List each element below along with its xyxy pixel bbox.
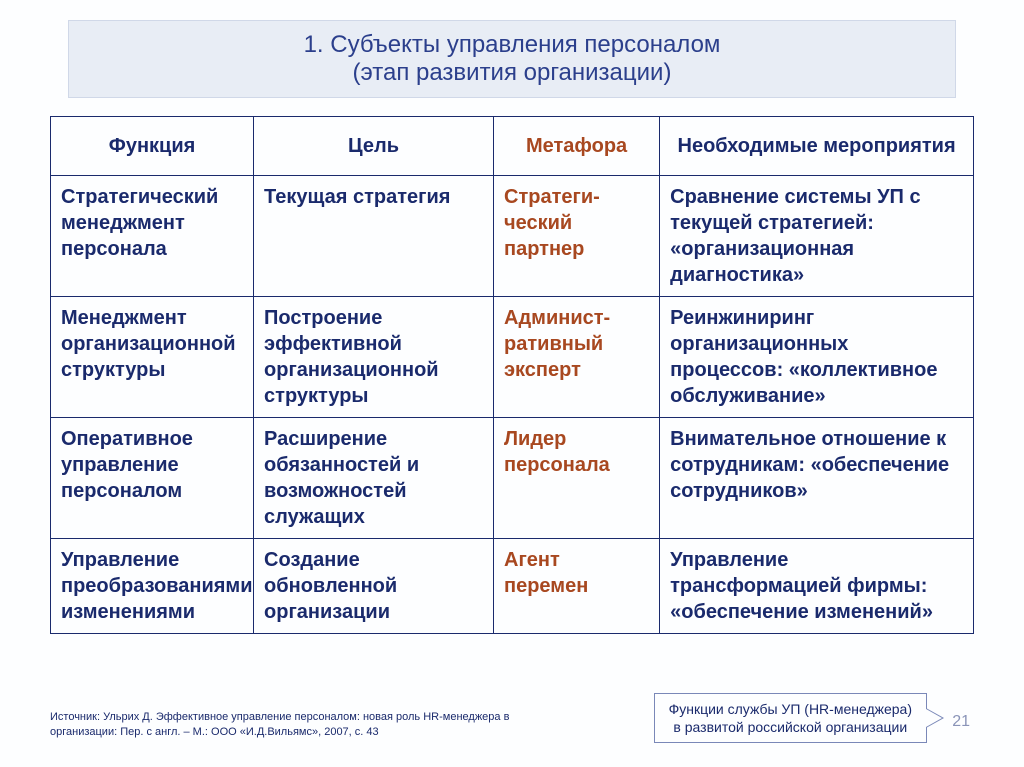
- page-number: 21: [952, 713, 970, 731]
- header-meta: Метафора: [494, 117, 660, 176]
- cell-func: Управление преобразованиями изменениями: [51, 539, 254, 634]
- callout-arrow: Функции службы УП (HR-менеджера) в разви…: [654, 693, 944, 743]
- table-row: Оперативное управление персоналом Расшир…: [51, 418, 974, 539]
- footer: Источник: Ульрих Д. Эффективное управлен…: [50, 710, 974, 739]
- title-line1: 1. Субъекты управления персоналом: [99, 31, 925, 59]
- source-citation: Источник: Ульрих Д. Эффективное управлен…: [50, 710, 530, 739]
- title-line2: (этап развития организации): [99, 59, 925, 87]
- table-row: Менеджмент организационной структуры Пос…: [51, 297, 974, 418]
- cell-meta: Агент перемен: [494, 539, 660, 634]
- cell-act: Внимательное отношение к сотрудникам: «о…: [660, 418, 974, 539]
- callout-line1: Функции службы УП (HR-менеджера): [669, 700, 912, 718]
- hr-table: Функция Цель Метафора Необходимые меропр…: [50, 116, 974, 634]
- table-row: Стратегический менеджмент персонала Теку…: [51, 176, 974, 297]
- cell-func: Оперативное управление персоналом: [51, 418, 254, 539]
- cell-meta: Стратеги-ческий партнер: [494, 176, 660, 297]
- cell-goal: Расширение обязанностей и возможностей с…: [254, 418, 494, 539]
- cell-act: Управление трансформацией фирмы: «обеспе…: [660, 539, 974, 634]
- cell-goal: Текущая стратегия: [254, 176, 494, 297]
- cell-goal: Создание обновленной организации: [254, 539, 494, 634]
- cell-meta: Админист-ративный эксперт: [494, 297, 660, 418]
- header-act: Необходимые мероприятия: [660, 117, 974, 176]
- table-row: Управление преобразованиями изменениями …: [51, 539, 974, 634]
- slide-title: 1. Субъекты управления персоналом (этап …: [68, 20, 956, 98]
- header-func: Функция: [51, 117, 254, 176]
- cell-meta: Лидер персонала: [494, 418, 660, 539]
- header-goal: Цель: [254, 117, 494, 176]
- cell-act: Сравнение системы УП с текущей стратегие…: [660, 176, 974, 297]
- callout-line2: в развитой российской организации: [669, 718, 912, 736]
- cell-act: Реинжиниринг организационных процессов: …: [660, 297, 974, 418]
- table-header-row: Функция Цель Метафора Необходимые меропр…: [51, 117, 974, 176]
- callout-box: Функции службы УП (HR-менеджера) в разви…: [654, 693, 927, 743]
- arrow-icon: [926, 708, 944, 728]
- cell-goal: Построение эффективной организационной с…: [254, 297, 494, 418]
- cell-func: Менеджмент организационной структуры: [51, 297, 254, 418]
- cell-func: Стратегический менеджмент персонала: [51, 176, 254, 297]
